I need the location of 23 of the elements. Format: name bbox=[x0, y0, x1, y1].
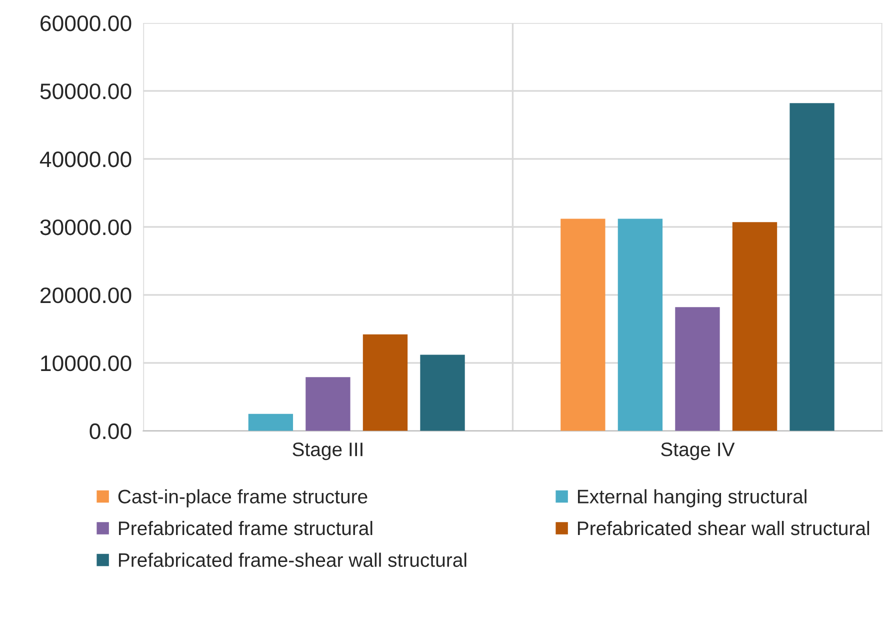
y-tick-label: 50000.00 bbox=[40, 83, 132, 100]
legend-label: Prefabricated frame-shear wall structural bbox=[118, 552, 466, 567]
y-tick-label: 20000.00 bbox=[40, 287, 132, 304]
bar bbox=[306, 377, 350, 431]
y-tick-label: 0.00 bbox=[90, 423, 132, 440]
x-tick-label: Stage IV bbox=[661, 442, 735, 460]
bar bbox=[560, 218, 606, 431]
y-tick-label: 40000.00 bbox=[40, 151, 132, 168]
legend-label: External hanging structural bbox=[578, 489, 806, 508]
y-tick-label: 30000.00 bbox=[40, 219, 132, 236]
y-tick-label: 10000.00 bbox=[41, 355, 132, 372]
bar bbox=[675, 307, 720, 431]
bar bbox=[790, 103, 834, 431]
y-tick-label: 60000.00 bbox=[40, 15, 132, 32]
bar bbox=[732, 222, 778, 431]
bar bbox=[362, 334, 408, 431]
x-tick-label: Stage III bbox=[292, 442, 362, 460]
bar bbox=[618, 218, 663, 431]
bar bbox=[420, 354, 465, 431]
legend-label: Prefabricated frame structural bbox=[118, 520, 372, 536]
legend-label: Cast-in-place frame structure bbox=[118, 489, 368, 508]
bar bbox=[248, 414, 294, 431]
legend-label: Prefabricated shear wall structural bbox=[578, 520, 870, 536]
